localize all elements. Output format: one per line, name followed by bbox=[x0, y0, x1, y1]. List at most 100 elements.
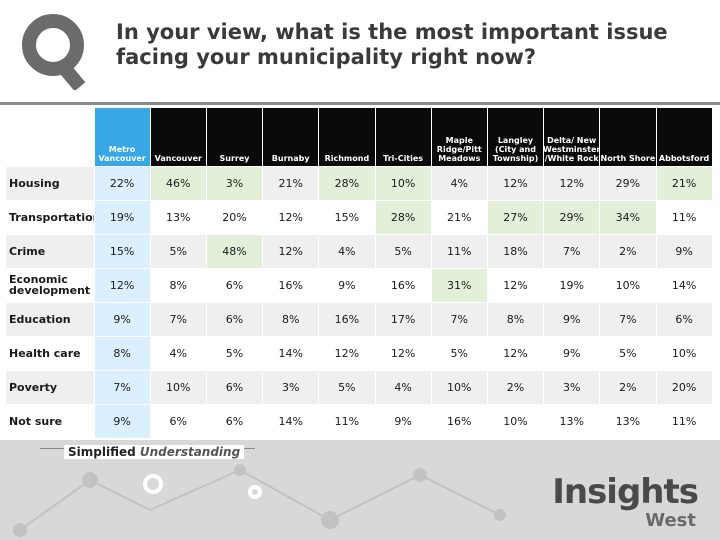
table-cell: 28% bbox=[318, 166, 375, 200]
table-cell: 27% bbox=[487, 200, 544, 234]
table-cell: 8% bbox=[94, 336, 151, 370]
row-label: Housing bbox=[9, 176, 60, 190]
table-cell: 12% bbox=[503, 176, 528, 190]
table-cell: 3% bbox=[281, 380, 300, 394]
table-cell: 7% bbox=[94, 370, 151, 404]
table-cell: 9% bbox=[94, 404, 151, 438]
row-divider bbox=[6, 336, 712, 337]
table-cell: 5% bbox=[225, 346, 244, 360]
table-cell: 8% bbox=[281, 312, 300, 326]
table-cell: 9% bbox=[562, 346, 581, 360]
table-cell: 7% bbox=[619, 312, 637, 326]
column-header: Delta/ New Westminster /White Rock bbox=[543, 108, 600, 166]
row-divider bbox=[6, 438, 712, 439]
column-divider bbox=[711, 108, 713, 440]
table-cell: 28% bbox=[375, 200, 432, 234]
magnifier-q-logo-icon bbox=[22, 14, 86, 90]
column-header: Burnaby bbox=[262, 108, 319, 166]
row-divider bbox=[6, 234, 712, 235]
table-cell: 5% bbox=[338, 380, 356, 394]
tagline: Simplified Understanding bbox=[64, 445, 245, 459]
column-header: Abbotsford bbox=[656, 108, 713, 166]
table-cell: 6% bbox=[225, 380, 244, 394]
table-cell: 14% bbox=[278, 414, 303, 428]
header-divider bbox=[0, 102, 720, 105]
table-cell: 16% bbox=[447, 414, 472, 428]
brand-subname: West bbox=[645, 510, 696, 531]
slide-header: In your view, what is the most important… bbox=[0, 0, 720, 105]
table-cell: 10% bbox=[166, 380, 191, 394]
table-cell: 8% bbox=[506, 312, 525, 326]
table-cell: 16% bbox=[334, 312, 360, 326]
table-cell: 15% bbox=[94, 234, 151, 268]
table-row: Economic development 12% 8% 6% 16% 9% 16% 31% 12… bbox=[6, 268, 712, 302]
table-cell: 11% bbox=[671, 210, 697, 224]
table-cell: 13% bbox=[559, 414, 584, 428]
column-header: Tri-Cities bbox=[375, 108, 432, 166]
table-cell: 18% bbox=[503, 244, 528, 258]
column-header: Richmond bbox=[318, 108, 375, 166]
table-cell: 7% bbox=[450, 312, 468, 326]
table-cell: 2% bbox=[506, 380, 525, 394]
table-cell: 12% bbox=[503, 346, 528, 360]
table-cell: 16% bbox=[278, 278, 303, 292]
table-cell: 15% bbox=[334, 210, 360, 224]
row-divider bbox=[6, 200, 712, 201]
column-header: Maple Ridge/Pitt Meadows bbox=[431, 108, 488, 166]
table-cell: 9% bbox=[675, 244, 693, 258]
column-divider bbox=[93, 108, 95, 440]
table-cell: 34% bbox=[599, 200, 656, 234]
results-table: Metro Vancouver Vancouver Surrey Burnaby Ric… bbox=[6, 108, 713, 440]
table-cell: 2% bbox=[619, 244, 637, 258]
table-row: Not sure 9% 6% 6% 14% 11% 9% 16% 10% 13% 13% 11% bbox=[6, 404, 712, 438]
table-cell: 3% bbox=[562, 380, 581, 394]
table-cell: 12% bbox=[334, 346, 360, 360]
column-divider bbox=[262, 108, 264, 440]
table-cell: 4% bbox=[169, 346, 187, 360]
row-divider bbox=[6, 268, 712, 269]
table-cell: 13% bbox=[166, 210, 191, 224]
table-cell: 14% bbox=[278, 346, 303, 360]
table-cell: 21% bbox=[447, 210, 472, 224]
brand-name: Insights bbox=[552, 472, 699, 512]
table-cell: 20% bbox=[222, 210, 247, 224]
table-cell: 5% bbox=[169, 244, 187, 258]
table-cell: 11% bbox=[447, 244, 472, 258]
table-cell: 5% bbox=[619, 346, 637, 360]
table-cell: 16% bbox=[390, 278, 416, 292]
table-cell: 3% bbox=[206, 166, 263, 200]
table-cell: 29% bbox=[615, 176, 641, 190]
table-cell: 9% bbox=[94, 302, 151, 336]
table-cell: 48% bbox=[206, 234, 263, 268]
table-row: Transportation 19% 13% 20% 12% 15% 28% 21% 27% 29… bbox=[6, 200, 712, 234]
table-cell: 2% bbox=[619, 380, 637, 394]
row-label: Poverty bbox=[9, 380, 58, 394]
table-cell: 7% bbox=[169, 312, 187, 326]
table-cell: 10% bbox=[615, 278, 641, 292]
row-divider bbox=[6, 404, 712, 405]
table-cell: 22% bbox=[94, 166, 151, 200]
table-cell: 6% bbox=[225, 414, 244, 428]
table-cell: 12% bbox=[559, 176, 584, 190]
table-cell: 8% bbox=[169, 278, 187, 292]
column-divider bbox=[318, 108, 320, 440]
row-divider bbox=[6, 166, 712, 167]
table-cell: 6% bbox=[169, 414, 187, 428]
table-cell: 12% bbox=[278, 210, 303, 224]
table-cell: 13% bbox=[615, 414, 641, 428]
table-cell: 6% bbox=[225, 312, 244, 326]
table-row: Education 9% 7% 6% 8% 16% 17% 7% 8% 9% 7% 6% bbox=[6, 302, 712, 336]
table-cell: 4% bbox=[338, 244, 356, 258]
column-header: Vancouver bbox=[150, 108, 207, 166]
table-cell: 4% bbox=[450, 176, 468, 190]
table-cell: 12% bbox=[278, 244, 303, 258]
table-cell: 11% bbox=[671, 414, 697, 428]
column-divider bbox=[149, 108, 151, 440]
table-cell: 20% bbox=[671, 380, 697, 394]
table-cell: 11% bbox=[334, 414, 360, 428]
row-label: Transportation bbox=[9, 210, 101, 224]
table-cell: 19% bbox=[559, 278, 584, 292]
row-label: Economic development bbox=[9, 273, 91, 297]
column-header: North Shore bbox=[599, 108, 656, 166]
table-cell: 6% bbox=[675, 312, 693, 326]
